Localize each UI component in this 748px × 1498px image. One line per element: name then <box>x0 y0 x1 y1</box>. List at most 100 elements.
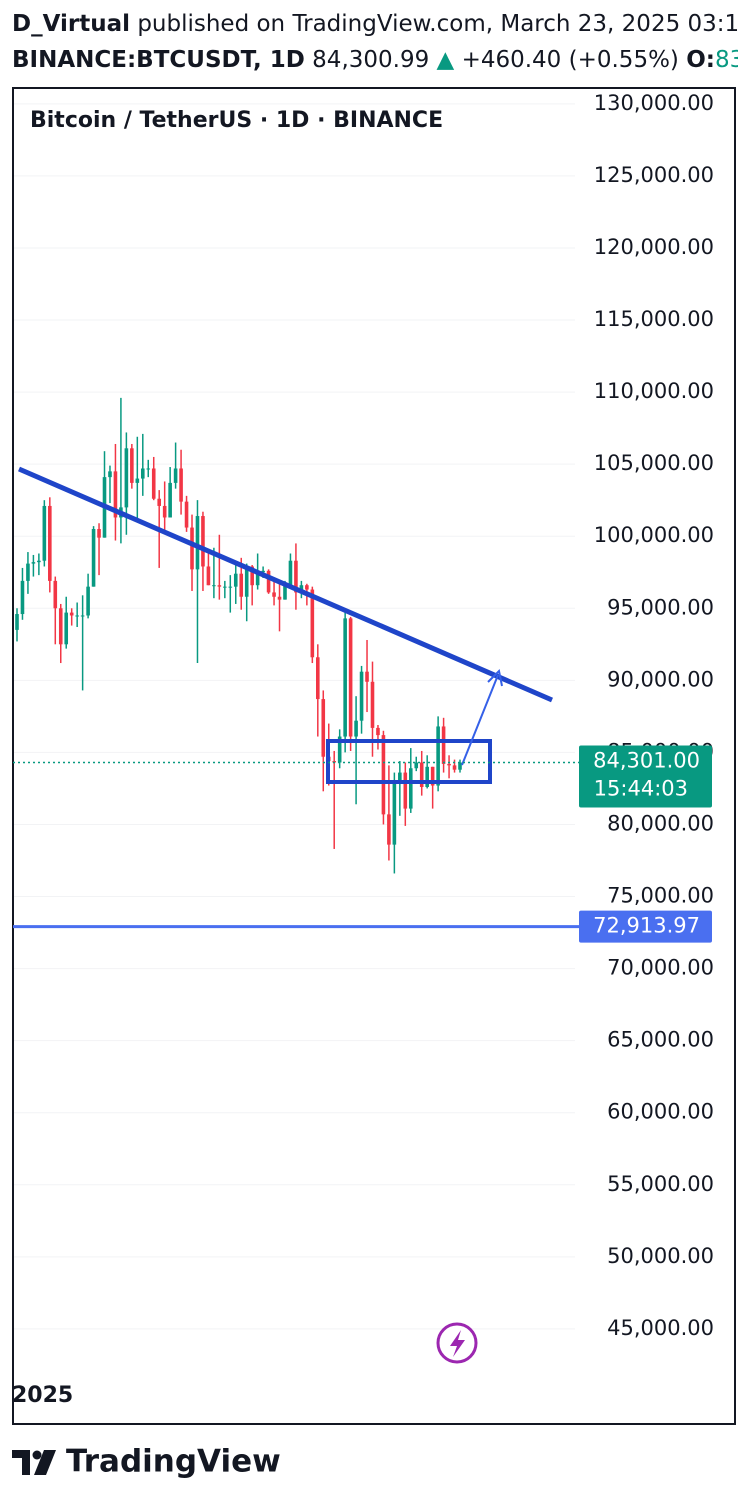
candle-body <box>190 527 194 570</box>
candle-body <box>195 516 200 570</box>
candle-body <box>441 726 446 764</box>
candle-body <box>294 560 298 593</box>
candle-body <box>398 772 402 783</box>
y-tick-label: 125,000.00 <box>594 163 714 187</box>
candle-body <box>80 615 85 617</box>
change: +460.40 (+0.55%) <box>462 47 679 73</box>
drawings <box>18 466 553 784</box>
candle-body <box>348 618 353 737</box>
candle-body <box>26 563 30 581</box>
symbol: BINANCE:BTCUSDT, 1D <box>12 47 305 73</box>
arrow-head <box>487 668 503 687</box>
candle-body <box>376 727 380 736</box>
last-price-box <box>579 745 712 808</box>
candle-body <box>217 585 222 587</box>
range-box <box>326 739 492 784</box>
candle-body <box>86 586 90 616</box>
candle-body <box>124 448 129 508</box>
y-tick-label: 70,000.00 <box>607 956 714 980</box>
y-tick-label: 120,000.00 <box>594 235 714 259</box>
candle-body <box>261 570 265 573</box>
candle-body <box>321 699 326 757</box>
candle-body <box>48 505 52 581</box>
open-label: O: <box>686 47 715 73</box>
time-label: 2025 <box>12 1383 73 1408</box>
y-tick-label: 100,000.00 <box>594 523 714 547</box>
y-tick-label: 75,000.00 <box>607 884 714 908</box>
hline-label-box <box>579 910 712 943</box>
candle-body <box>168 482 172 518</box>
candle-body <box>305 585 309 590</box>
candle-body <box>135 478 140 483</box>
candle-body <box>452 765 457 770</box>
candle-body <box>381 735 386 815</box>
candle-body <box>75 615 79 617</box>
y-tick-label: 110,000.00 <box>594 379 714 403</box>
header-line-2: BINANCE:BTCUSDT, 1D 84,300.99 ▲ +460.40 … <box>12 47 748 73</box>
y-tick-label: 115,000.00 <box>594 307 714 331</box>
logo-mark <box>12 1450 56 1475</box>
candle-body <box>42 505 47 561</box>
candle-body <box>184 501 189 528</box>
candle-body <box>255 572 260 586</box>
candle-body <box>354 720 358 737</box>
candle-body <box>228 586 233 588</box>
clip-mask <box>738 0 748 80</box>
candle-body <box>179 468 183 502</box>
icon-bolt[interactable] <box>450 1330 465 1357</box>
y-tick-label: 65,000.00 <box>607 1028 714 1052</box>
candle-body <box>337 736 342 763</box>
candle-body <box>414 762 419 769</box>
candle-body <box>277 596 282 600</box>
candle-body <box>370 681 375 728</box>
candle-body <box>113 471 118 518</box>
candle-body <box>392 782 397 845</box>
candle-body <box>316 657 320 700</box>
candle-body <box>250 566 254 586</box>
candle-body <box>91 529 96 587</box>
y-tick-label: 130,000.00 <box>594 91 714 115</box>
candle-body <box>97 529 101 538</box>
candle-body <box>173 468 178 483</box>
logo: TradingView <box>12 1444 281 1480</box>
candle-body <box>419 762 424 787</box>
y-tick-label: 105,000.00 <box>594 451 714 475</box>
candle-body <box>359 671 364 721</box>
countdown: 15:44:03 <box>594 776 688 800</box>
arrow: ▲ <box>437 47 455 73</box>
candle-body <box>239 573 244 597</box>
candle-body <box>430 766 435 786</box>
candle-body <box>20 580 25 615</box>
plot-area: 45,000.00 50,000.00 55,000.00 60,000.00 65,0… <box>13 91 714 1340</box>
candle-body <box>212 585 216 587</box>
candle-body <box>69 612 74 616</box>
candle-body <box>310 589 315 658</box>
header-line-1: D_Virtual published on TradingView.com, … <box>12 11 748 37</box>
candle-body <box>146 468 151 470</box>
hline-label: 72,913.97 <box>593 914 700 938</box>
price: 84,300.99 <box>312 47 429 73</box>
candle-body <box>53 580 58 609</box>
candle-body <box>458 762 462 770</box>
candle-body <box>151 468 156 499</box>
candle-body <box>403 772 408 809</box>
candle-body <box>365 671 369 682</box>
candle-body <box>157 498 161 506</box>
candle-body <box>425 766 429 787</box>
candle-body <box>447 763 451 766</box>
published: published on TradingView.com, March 23, … <box>137 11 748 37</box>
lightning-icon[interactable] <box>436 1322 478 1364</box>
candle-body <box>201 516 205 567</box>
candle-body <box>266 570 271 593</box>
y-tick-label: 95,000.00 <box>607 595 714 619</box>
chart-title: Bitcoin / TetherUS · 1D · BINANCE <box>30 108 443 133</box>
last-price-label: 84,301.00 <box>593 748 700 772</box>
candle-body <box>408 768 413 809</box>
candle-body <box>130 448 134 483</box>
candle-body <box>64 612 69 645</box>
candle-body <box>233 573 238 587</box>
candle-body <box>31 562 36 564</box>
candle-body <box>244 566 249 597</box>
candle-body <box>283 585 287 600</box>
